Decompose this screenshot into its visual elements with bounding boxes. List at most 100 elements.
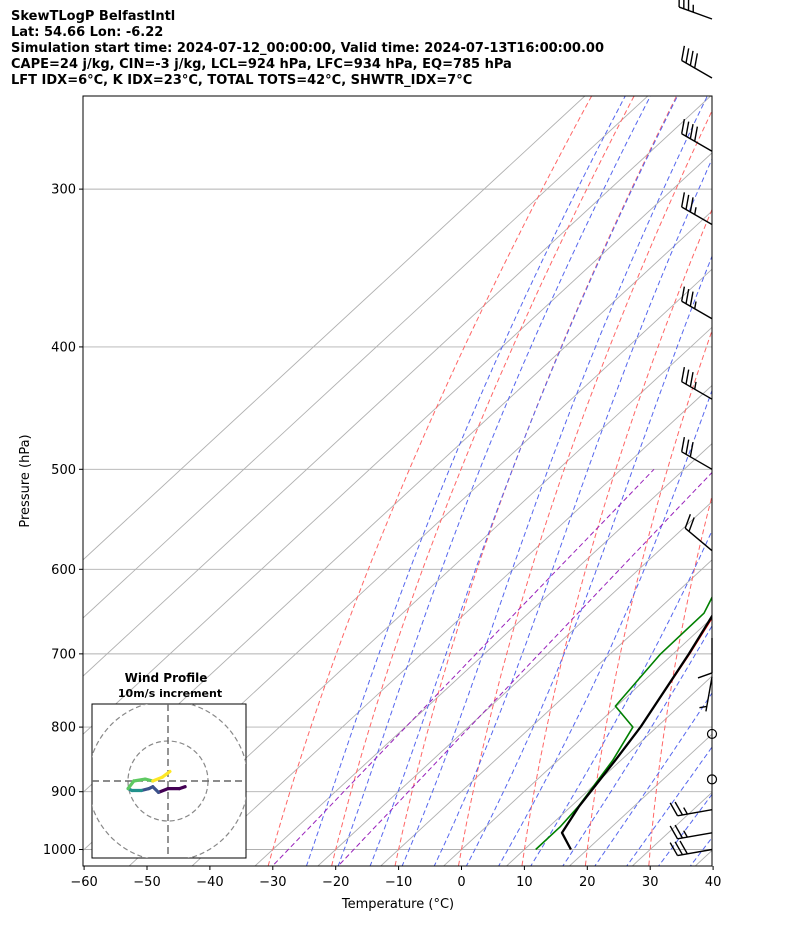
wind-barb-full	[681, 45, 686, 61]
isotherm-line	[83, 96, 586, 561]
parcel-line	[560, 614, 712, 851]
moist-adiabat-line	[369, 96, 679, 866]
wind-barb-staff	[677, 848, 713, 857]
y-tick-label: 500	[51, 463, 76, 478]
wind-barb-half	[692, 4, 694, 13]
x-tick-label: −30	[259, 875, 286, 890]
title-indices-2: LFT IDX=6°C, K IDX=23°C, TOTAL TOTS=42°C…	[11, 73, 473, 88]
hodograph-segment	[151, 775, 164, 783]
profile-lines	[535, 595, 712, 851]
isotherm-line	[254, 442, 712, 866]
wind-barb	[697, 637, 713, 679]
moist-adiabat-line	[337, 96, 651, 866]
isotherm-line	[380, 559, 712, 866]
wind-barb-staff	[681, 451, 713, 470]
wind-barb	[684, 514, 713, 552]
wind-barb-half	[683, 830, 688, 838]
wind-barb-full	[681, 192, 686, 208]
wind-barb	[669, 824, 713, 840]
isotherm-line	[128, 326, 712, 866]
dry-adiabat-line	[521, 208, 712, 866]
moist-adiabat-line	[305, 96, 626, 866]
hodograph-title: Wind Profile	[125, 671, 208, 685]
wind-barb-full	[674, 841, 684, 856]
wind-barb-full	[674, 824, 684, 839]
wind-barb-full	[689, 50, 694, 66]
wind-barb	[681, 286, 713, 320]
x-tick-label: 0	[457, 875, 465, 890]
wind-barb-full	[681, 119, 686, 134]
isotherm-line	[317, 501, 712, 866]
isotherm-line	[83, 96, 712, 677]
x-tick-label: −20	[322, 875, 349, 890]
moist-adiabat-line	[657, 793, 712, 866]
wind-barb-full	[685, 194, 690, 210]
title-coordinates: Lat: 54.66 Lon: -6.22	[11, 25, 164, 40]
isotherm-line	[83, 210, 712, 793]
wind-barb	[669, 801, 713, 817]
isotherm-line	[631, 791, 712, 866]
title-times: Simulation start time: 2024-07-12_00:00:…	[11, 41, 604, 56]
mixing-ratio-line	[271, 468, 655, 866]
moist-adiabat-line	[465, 254, 712, 866]
wind-barb-half	[693, 381, 697, 390]
dewpoint-line	[535, 595, 712, 851]
wind-barb-full	[693, 126, 699, 142]
wind-barb-staff	[681, 59, 713, 79]
x-tick-label: 40	[705, 875, 722, 890]
wind-barb	[681, 366, 713, 400]
wind-barb-full	[685, 439, 690, 455]
wind-barb-full	[679, 840, 688, 855]
dry-adiabat-line	[457, 109, 712, 866]
dry-adiabat-line	[776, 0, 794, 882]
wind-barb	[681, 192, 713, 226]
x-tick-label: 30	[642, 875, 659, 890]
wind-barb-full	[689, 442, 694, 457]
moist-adiabat-line	[433, 158, 712, 866]
wind-barb-full	[685, 289, 690, 304]
wind-barb-staff	[681, 206, 713, 226]
wind-barb-staff	[677, 832, 713, 840]
wind-barb-staff	[681, 300, 713, 320]
hodograph-plot	[92, 704, 246, 858]
isotherm-line	[191, 384, 712, 866]
chart-title-block: SkewTLogP BelfastIntl Lat: 54.66 Lon: -6…	[11, 9, 604, 89]
wind-barb-half	[693, 301, 697, 309]
wind-barb-full	[693, 53, 699, 69]
wind-barb-staff	[705, 676, 713, 712]
x-tick-label: −60	[70, 875, 97, 890]
wind-barb	[678, 0, 713, 20]
wind-barb-staff	[681, 381, 713, 400]
wind-barb-full	[685, 121, 690, 137]
wind-barb-full	[689, 124, 694, 139]
cape-area	[774, 0, 794, 512]
plot-frame	[82, 95, 713, 867]
wind-barb-staff	[678, 6, 713, 20]
x-tick-label: −40	[196, 875, 223, 890]
wind-barb-full	[669, 842, 679, 856]
isotherm-line	[83, 96, 649, 619]
dry-adiabat-line	[711, 860, 712, 866]
wind-barb-full	[689, 197, 694, 213]
wind-barb-staff	[677, 809, 713, 817]
wind-barb-full	[669, 802, 679, 817]
wind-barb-full	[697, 672, 713, 679]
wind-barb	[681, 437, 713, 470]
moist-adiabat-line	[498, 389, 712, 866]
y-tick-label: 400	[51, 340, 76, 355]
axes: −60 −50 −40 −30 −20 −10 0 10 20 30 40 1000 900 800 700…	[43, 183, 722, 890]
wind-barb-full	[681, 437, 686, 452]
wind-barb-full	[689, 291, 694, 307]
y-tick-label: 800	[51, 721, 76, 736]
x-tick-label: −10	[385, 875, 412, 890]
dry-adiabat-line	[394, 96, 678, 866]
wind-barb-full	[685, 48, 690, 64]
wind-barbs	[669, 0, 718, 857]
temperature-line	[561, 616, 712, 850]
wind-barb-full	[684, 514, 692, 529]
moist-adiabat-line	[626, 746, 712, 866]
moist-adiabat-line	[562, 624, 712, 866]
wind-barb-full	[678, 0, 680, 8]
wind-barb-full	[687, 0, 690, 11]
